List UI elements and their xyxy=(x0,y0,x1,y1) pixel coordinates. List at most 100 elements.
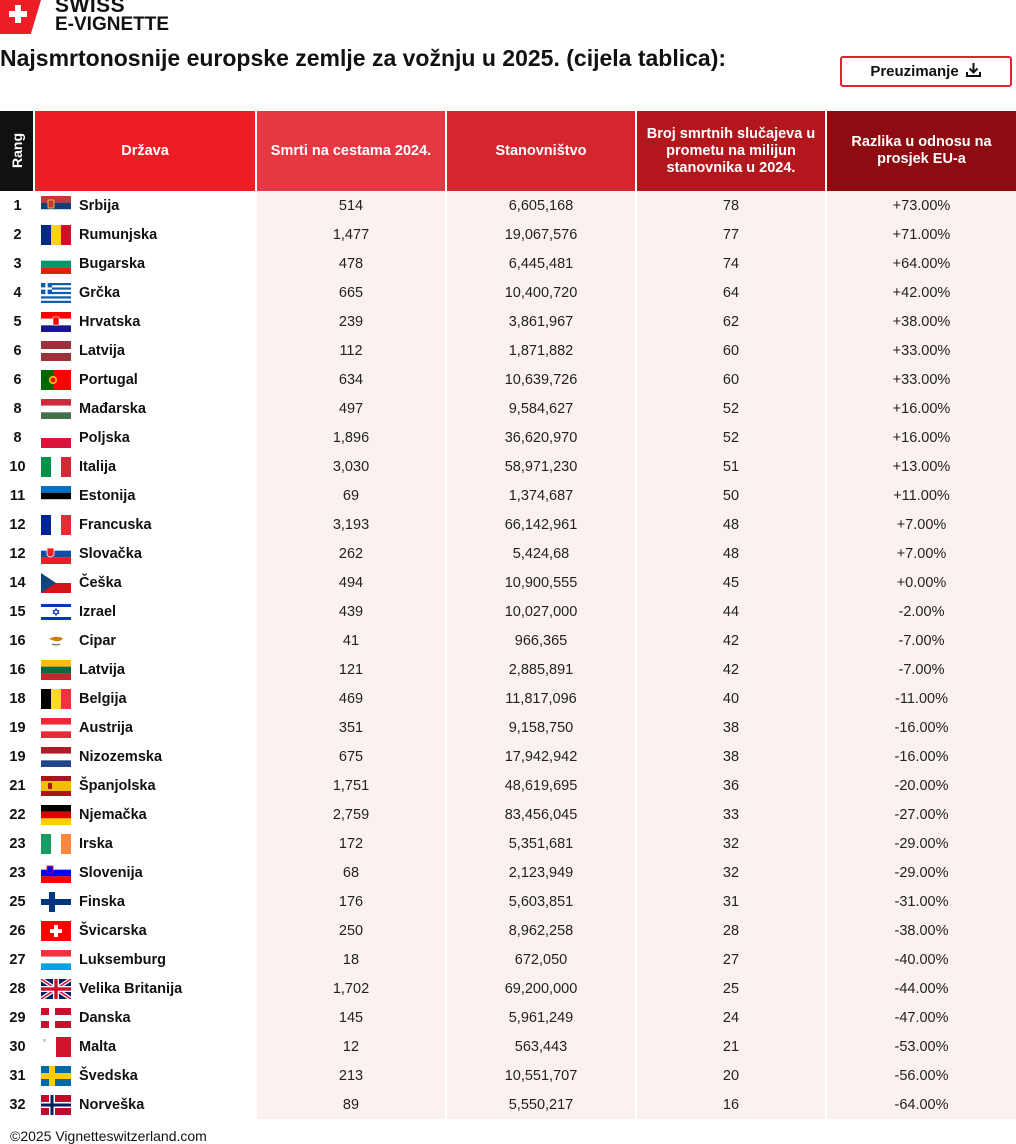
deaths-cell: 262 xyxy=(257,539,447,568)
deaths-cell: 239 xyxy=(257,307,447,336)
deaths-cell: 172 xyxy=(257,829,447,858)
per-million-cell: 51 xyxy=(637,452,827,481)
deaths-cell: 3,193 xyxy=(257,510,447,539)
download-label: Preuzimanje xyxy=(870,63,959,80)
bg-flag-icon xyxy=(41,253,71,274)
eu-difference-cell: -64.00% xyxy=(827,1090,1016,1119)
deaths-cell: 68 xyxy=(257,858,447,887)
column-header-eu-difference[interactable]: Razlika u odnosu na prosjek EU-a xyxy=(827,111,1016,191)
deaths-cell: 41 xyxy=(257,626,447,655)
country-name: Malta xyxy=(79,1038,117,1055)
country-name: Mađarska xyxy=(79,400,146,417)
ie-flag-icon xyxy=(41,833,71,854)
deaths-cell: 145 xyxy=(257,1003,447,1032)
population-cell: 6,605,168 xyxy=(447,191,637,220)
de-flag-icon xyxy=(41,804,71,825)
eu-difference-cell: +13.00% xyxy=(827,452,1016,481)
population-cell: 9,584,627 xyxy=(447,394,637,423)
country-name: Grčka xyxy=(79,284,121,301)
ch-flag-icon xyxy=(41,920,71,941)
rank-cell: 30 xyxy=(0,1032,35,1061)
column-header-population[interactable]: Stanovništvo xyxy=(447,111,637,191)
population-cell: 36,620,970 xyxy=(447,423,637,452)
deaths-cell: 665 xyxy=(257,278,447,307)
deaths-cell: 675 xyxy=(257,742,447,771)
country-name: Belgija xyxy=(79,690,127,707)
ro-flag-icon xyxy=(41,224,71,245)
deaths-cell: 18 xyxy=(257,945,447,974)
country-name: Nizozemska xyxy=(79,748,163,765)
population-cell: 563,443 xyxy=(447,1032,637,1061)
table-row: 8 Mađarska 497 9,584,627 52 +16.00% xyxy=(0,394,1016,423)
per-million-cell: 40 xyxy=(637,684,827,713)
gr-flag-icon xyxy=(41,282,71,303)
eu-difference-cell: +73.00% xyxy=(827,191,1016,220)
per-million-cell: 78 xyxy=(637,191,827,220)
eu-difference-cell: +0.00% xyxy=(827,568,1016,597)
country-cell: Velika Britanija xyxy=(35,974,257,1003)
population-cell: 1,871,882 xyxy=(447,336,637,365)
table-row: 6 Latvija 112 1,871,882 60 +33.00% xyxy=(0,336,1016,365)
column-header-rank[interactable]: Rang xyxy=(0,111,35,191)
rank-cell: 1 xyxy=(0,191,35,220)
country-cell: Luksemburg xyxy=(35,945,257,974)
deaths-cell: 1,477 xyxy=(257,220,447,249)
population-cell: 10,551,707 xyxy=(447,1061,637,1090)
rank-cell: 11 xyxy=(0,481,35,510)
deaths-cell: 12 xyxy=(257,1032,447,1061)
deaths-cell: 469 xyxy=(257,684,447,713)
table-row: 19 Nizozemska 675 17,942,942 38 -16.00% xyxy=(0,742,1016,771)
deaths-cell: 2,759 xyxy=(257,800,447,829)
country-cell: Švicarska xyxy=(35,916,257,945)
eu-difference-cell: +42.00% xyxy=(827,278,1016,307)
deaths-cell: 494 xyxy=(257,568,447,597)
per-million-cell: 64 xyxy=(637,278,827,307)
country-name: Italija xyxy=(79,458,117,475)
si-flag-icon xyxy=(41,862,71,883)
nl-flag-icon xyxy=(41,746,71,767)
rank-cell: 3 xyxy=(0,249,35,278)
country-name: Poljska xyxy=(79,429,130,446)
rank-cell: 16 xyxy=(0,655,35,684)
download-button[interactable]: Preuzimanje xyxy=(840,56,1012,87)
eu-difference-cell: -31.00% xyxy=(827,887,1016,916)
lt-flag-icon xyxy=(41,659,71,680)
country-cell: Cipar xyxy=(35,626,257,655)
population-cell: 9,158,750 xyxy=(447,713,637,742)
per-million-cell: 48 xyxy=(637,539,827,568)
country-cell: Švedska xyxy=(35,1061,257,1090)
country-cell: Nizozemska xyxy=(35,742,257,771)
per-million-cell: 45 xyxy=(637,568,827,597)
brand-name: SWISS xyxy=(55,0,126,17)
table-row: 1 Srbija 514 6,605,168 78 +73.00% xyxy=(0,191,1016,220)
country-cell: Finska xyxy=(35,887,257,916)
column-header-deaths[interactable]: Smrti na cestama 2024. xyxy=(257,111,447,191)
country-cell: Španjolska xyxy=(35,771,257,800)
eu-difference-cell: -16.00% xyxy=(827,742,1016,771)
column-header-per-million[interactable]: Broj smrtnih slučajeva u prometu na mili… xyxy=(637,111,827,191)
population-cell: 5,961,249 xyxy=(447,1003,637,1032)
rank-cell: 32 xyxy=(0,1090,35,1119)
eu-difference-cell: -7.00% xyxy=(827,655,1016,684)
country-cell: Belgija xyxy=(35,684,257,713)
per-million-cell: 31 xyxy=(637,887,827,916)
rank-cell: 29 xyxy=(0,1003,35,1032)
country-cell: Slovenija xyxy=(35,858,257,887)
country-name: Hrvatska xyxy=(79,313,141,330)
country-name: Austrija xyxy=(79,719,133,736)
per-million-cell: 24 xyxy=(637,1003,827,1032)
deaths-cell: 112 xyxy=(257,336,447,365)
deaths-cell: 176 xyxy=(257,887,447,916)
se-flag-icon xyxy=(41,1065,71,1086)
eu-difference-cell: +16.00% xyxy=(827,423,1016,452)
eu-difference-cell: -47.00% xyxy=(827,1003,1016,1032)
country-name: Portugal xyxy=(79,371,138,388)
per-million-cell: 42 xyxy=(637,626,827,655)
column-header-country[interactable]: Država xyxy=(35,111,257,191)
eu-difference-cell: -20.00% xyxy=(827,771,1016,800)
rank-cell: 6 xyxy=(0,365,35,394)
country-name: Slovenija xyxy=(79,864,143,881)
rank-cell: 22 xyxy=(0,800,35,829)
cz-flag-icon xyxy=(41,572,71,593)
rank-cell: 6 xyxy=(0,336,35,365)
